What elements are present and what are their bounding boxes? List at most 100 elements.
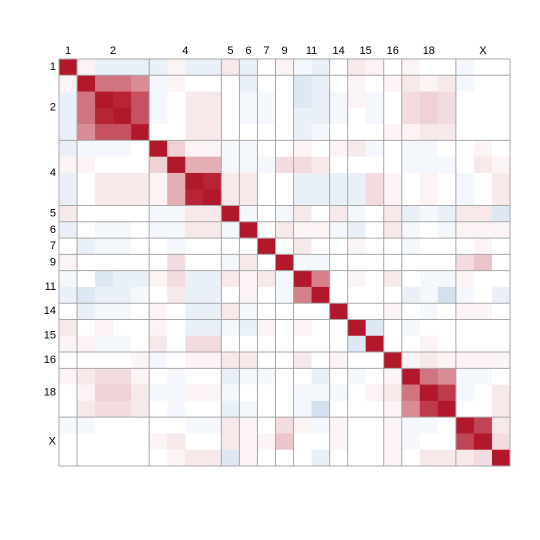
cell <box>275 221 294 239</box>
cell <box>77 107 96 125</box>
cell <box>383 107 403 125</box>
cell <box>401 368 421 385</box>
cell <box>239 368 258 385</box>
cell <box>95 254 114 271</box>
cell <box>491 75 511 92</box>
cell <box>59 368 78 385</box>
row-label: 16 <box>44 354 56 366</box>
cell <box>383 91 403 109</box>
cell <box>185 221 204 239</box>
cell <box>257 254 276 271</box>
cell <box>293 433 312 451</box>
cell <box>365 59 385 76</box>
cell <box>95 107 114 125</box>
row-label: 5 <box>50 208 56 220</box>
cell <box>329 124 348 141</box>
cell <box>257 107 276 125</box>
cell <box>203 417 222 434</box>
cell <box>383 156 403 174</box>
cell <box>131 417 150 434</box>
cell <box>311 140 330 157</box>
cell <box>59 417 78 434</box>
cell <box>383 238 403 255</box>
cell <box>419 433 439 451</box>
cell <box>185 449 204 467</box>
cell <box>257 140 276 157</box>
cell <box>239 124 258 141</box>
cell <box>131 368 150 385</box>
cell <box>491 335 511 353</box>
cell <box>59 319 78 337</box>
cell <box>293 59 312 76</box>
cell <box>275 75 294 92</box>
cell <box>131 352 150 369</box>
cell <box>473 433 493 451</box>
cell <box>473 368 493 385</box>
cell <box>401 384 421 402</box>
cell <box>329 384 348 402</box>
cell <box>131 238 150 255</box>
cell <box>185 286 204 304</box>
cell <box>293 189 312 206</box>
cell <box>329 75 348 92</box>
cell <box>491 156 511 174</box>
cell <box>275 303 294 320</box>
cell <box>113 59 132 76</box>
cell <box>437 254 457 271</box>
cell <box>455 352 475 369</box>
cell <box>203 75 222 92</box>
cell <box>203 286 222 304</box>
cell <box>401 319 421 337</box>
cell <box>455 172 475 190</box>
cell <box>167 238 186 255</box>
cell <box>455 417 475 434</box>
cell <box>311 352 330 369</box>
cell <box>473 91 493 109</box>
cell <box>275 417 294 434</box>
cell <box>113 368 132 385</box>
cell <box>113 433 132 451</box>
cell <box>239 319 258 337</box>
cell <box>365 221 385 239</box>
column-label: 1 <box>65 45 71 57</box>
cell <box>293 286 312 304</box>
cell <box>437 335 457 353</box>
cell <box>131 400 150 418</box>
cell <box>77 124 96 141</box>
cell <box>221 286 240 304</box>
cell <box>275 91 294 109</box>
cell <box>419 238 439 255</box>
cell <box>221 368 240 385</box>
cell <box>59 335 78 353</box>
cell <box>185 270 204 288</box>
cell <box>311 91 330 109</box>
cell <box>401 270 421 288</box>
cell <box>239 433 258 451</box>
cell <box>329 368 348 385</box>
cell <box>311 433 330 451</box>
cell <box>113 172 132 190</box>
column-label: 14 <box>332 45 344 57</box>
cell <box>77 319 96 337</box>
cell <box>149 156 168 174</box>
cell <box>167 221 186 239</box>
cell <box>365 254 385 271</box>
cell <box>275 156 294 174</box>
cell <box>455 238 475 255</box>
column-label: 6 <box>245 45 251 57</box>
cell <box>347 91 366 109</box>
cell <box>131 205 150 223</box>
cell <box>221 205 240 223</box>
cell <box>149 286 168 304</box>
cell <box>455 124 475 141</box>
cell <box>77 335 96 353</box>
cell <box>455 270 475 288</box>
cell <box>59 189 78 206</box>
cell <box>473 140 493 157</box>
cell <box>329 335 348 353</box>
cell <box>131 107 150 125</box>
cell <box>419 140 439 157</box>
cell <box>311 107 330 125</box>
cell <box>437 286 457 304</box>
cell <box>113 124 132 141</box>
